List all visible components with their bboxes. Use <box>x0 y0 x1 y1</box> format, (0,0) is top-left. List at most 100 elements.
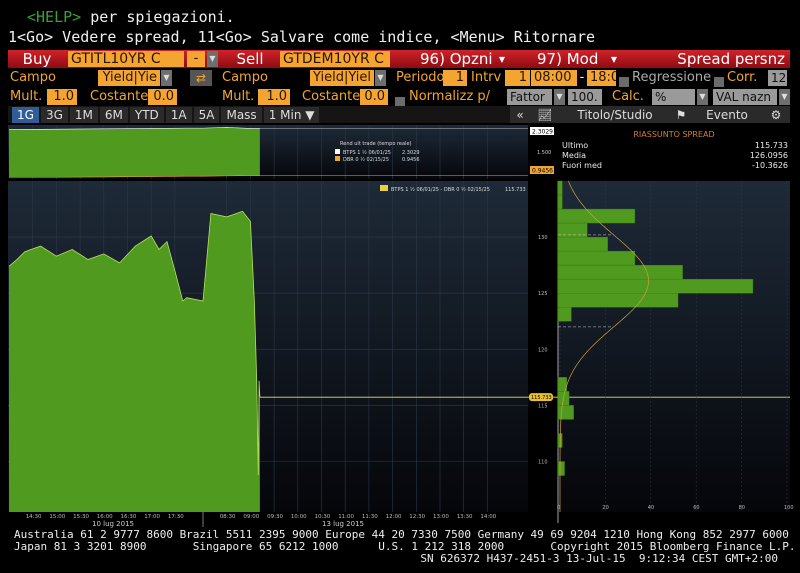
spread-legend-swatch <box>380 185 388 191</box>
y-tick-label: 120 <box>538 347 548 353</box>
tab-ytd[interactable]: YTD <box>129 106 164 123</box>
gear-icon[interactable]: ⚙ <box>770 107 782 122</box>
summary-panel: RIASSUNTO SPREAD Ultimo 115.733 Media 126.… <box>558 125 790 177</box>
y-tick-label: 110 <box>538 460 548 466</box>
interval-select[interactable]: 1 Min ▼ <box>263 106 320 123</box>
study-button[interactable]: Titolo/Studio <box>577 107 653 122</box>
help-key[interactable]: <HELP> <box>27 8 82 26</box>
x-tick-label: 10:30 <box>315 514 331 520</box>
histogram-bar <box>557 293 679 308</box>
currency-dropdown[interactable]: ▼ <box>779 89 790 105</box>
last-value-label: 115.733 <box>531 395 552 401</box>
periodo-label: Periodo <box>396 70 445 85</box>
tab-1g[interactable]: 1G <box>12 106 39 123</box>
x-tick-label: 80 <box>739 505 745 511</box>
time-separator: - <box>579 70 585 85</box>
last-value-badge <box>529 393 553 402</box>
chart-icon[interactable]: 📈︎ <box>537 107 553 122</box>
currency-select[interactable]: VAL nazn <box>713 89 777 105</box>
dbr-legend-swatch <box>335 156 340 161</box>
date-label-1: 10 lug 2015 <box>92 520 134 528</box>
summary-label: Ultimo <box>562 141 589 150</box>
mod-menu[interactable]: 97) Mod ▼ <box>505 50 617 68</box>
mult2-input[interactable]: 1.0 <box>258 89 290 105</box>
summary-label: Fuori med <box>562 161 602 170</box>
buy-ticker-input[interactable]: GTITL10YR C <box>68 51 184 67</box>
date-label-2: 13 lug 2015 <box>322 520 364 528</box>
histogram-bg <box>558 181 790 512</box>
x-tick-label: 12:00 <box>386 514 402 520</box>
fattor-input[interactable]: 100. <box>568 89 602 105</box>
fattor-dropdown[interactable]: ▼ <box>554 89 565 105</box>
cost2-label: Costante <box>302 89 361 104</box>
normalize-checkbox[interactable] <box>395 92 405 111</box>
tab-1a[interactable]: 1A <box>165 106 192 123</box>
yield-spread-fill <box>9 127 260 178</box>
flag-icon[interactable]: ⚑ <box>675 107 687 122</box>
x-tick-label: 11:30 <box>362 514 378 520</box>
summary-row: Fuori med -10.3626 <box>558 160 790 170</box>
summary-row: Ultimo 115.733 <box>558 139 790 150</box>
spread-area <box>9 211 260 512</box>
buy-button[interactable]: Buy <box>22 50 52 68</box>
campo1-label: Campo <box>10 70 56 85</box>
command-hint: 1<Go> Vedere spread, 11<Go> Salvare come… <box>8 28 595 46</box>
campo1-select[interactable]: Yield|Yie <box>98 70 160 86</box>
mult1-input[interactable]: 1.0 <box>47 89 77 105</box>
operator-select[interactable]: - <box>187 51 205 67</box>
y-tick-label: 115 <box>538 403 548 409</box>
event-button[interactable]: Evento <box>706 107 748 122</box>
cost1-input[interactable]: 0.0 <box>148 89 177 105</box>
corr-input[interactable]: 12 <box>768 70 787 86</box>
histogram-bar <box>557 194 563 210</box>
calc-dropdown[interactable]: ▼ <box>697 89 708 105</box>
intrv-input[interactable]: 1 <box>505 70 530 86</box>
time-to-input[interactable]: 18:0 <box>587 70 616 86</box>
spread-legend-label: BTPS 1 ½ 06/01/25 - DBR 0 ½ 02/15/25 <box>391 186 490 193</box>
spread-line <box>8 210 261 475</box>
operator-dropdown[interactable]: ▼ <box>207 51 218 67</box>
time-from-input[interactable]: 08:00 <box>531 70 577 86</box>
histogram-bar <box>557 236 608 252</box>
campo2-select[interactable]: Yield|Yiel <box>310 70 374 86</box>
sell-button[interactable]: Sell <box>236 50 264 68</box>
calc-select[interactable]: % <box>652 89 695 105</box>
histogram-bar <box>557 222 588 238</box>
collapse-button[interactable]: « <box>516 107 524 122</box>
histogram-bar <box>557 461 565 476</box>
help-text: per spiegazioni. <box>81 8 235 26</box>
campo1-dropdown[interactable]: ▼ <box>161 70 172 86</box>
options-menu[interactable]: 96) Opzni ▼ <box>400 50 505 68</box>
swap-icon[interactable]: ⇄ <box>190 70 212 86</box>
cost2-input[interactable]: 0.0 <box>360 89 388 105</box>
x-tick-label: 17:30 <box>168 514 184 520</box>
chart-area[interactable]: 14:30 15:00 15:30 16:00 16:30 17:00 17:30 08:30… <box>0 123 800 528</box>
sell-ticker-input[interactable]: GTDEM10YR C <box>280 51 390 67</box>
help-line: <HELP> per spiegazioni. <box>27 8 235 26</box>
corr-checkbox[interactable] <box>714 72 724 91</box>
x-tick-label: 11:00 <box>338 514 354 520</box>
campo2-dropdown[interactable]: ▼ <box>375 70 386 86</box>
chevron-down-icon: ▼ <box>610 54 617 64</box>
tab-3g[interactable]: 3G <box>40 106 68 123</box>
periodo-input[interactable]: 1 <box>443 70 467 86</box>
summary-label: Media <box>562 151 587 160</box>
x-tick-label: 09:00 <box>243 514 259 520</box>
tab-6m[interactable]: 6M <box>99 106 128 123</box>
regression-checkbox[interactable] <box>619 72 629 91</box>
footer-contacts-1: Australia 61 2 9777 8600 Brazil 5511 239… <box>14 528 789 541</box>
cost1-label: Costante <box>90 89 149 104</box>
btp-yield-line <box>8 127 260 130</box>
summary-value: 126.0956 <box>749 151 788 160</box>
fattor-select[interactable]: Fattor <box>507 89 552 105</box>
intrv-label: Intrv <box>471 70 502 85</box>
footer-session: SN 626372 H437-2451-3 13-Jul-15 9:12:34 … <box>420 552 778 565</box>
tab-1m[interactable]: 1M <box>69 106 98 123</box>
tab-mass[interactable]: Mass <box>221 106 262 123</box>
footer-contacts-2: Japan 81 3 3201 8900 Singapore 65 6212 1… <box>14 540 796 553</box>
tab-5a[interactable]: 5A <box>193 106 220 123</box>
summary-row: Media 126.0956 <box>558 150 790 160</box>
dbr-yield-line <box>9 175 260 178</box>
summary-value: -10.3626 <box>752 161 788 170</box>
yield-legend-title: Rend ult trade (tempo reale) <box>340 141 412 147</box>
